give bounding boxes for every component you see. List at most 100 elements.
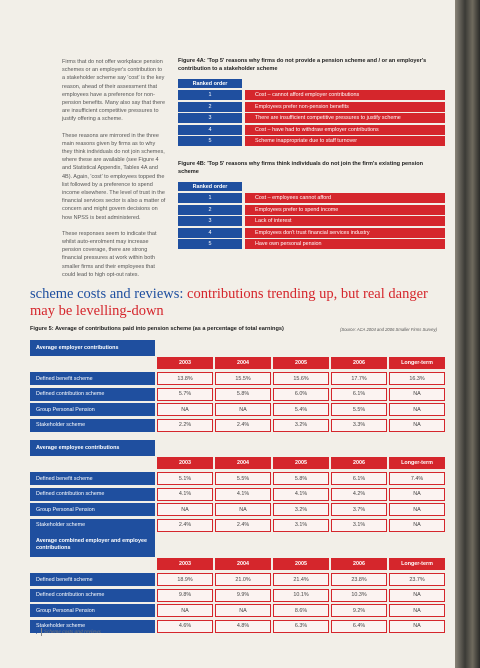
reason-cell: Employees don't trust financial services… [245,227,445,238]
column-header: 2006 [331,558,387,570]
reason-cell: Lack of interest [245,216,445,227]
value-cell: 2.4% [215,418,271,432]
value-cell: NA [389,604,445,617]
value-cell: NA [157,403,213,416]
table-heading: Average combined employer and employee c… [30,532,155,557]
value-cell: 21.0% [215,573,271,586]
reason-cell: Scheme inappropriate due to staff turnov… [245,136,445,147]
value-cell: 3.1% [273,518,329,532]
rank-cell: 3 [178,216,242,227]
body-column: Firms that do not offer workplace pensio… [62,58,166,287]
value-cell: NA [215,503,271,516]
value-cell: 3.2% [273,503,329,516]
value-cell: 2.2% [157,418,213,432]
rank-cell: 1 [178,193,242,203]
value-cell: NA [389,588,445,602]
row-label: Stakeholder scheme [30,619,155,633]
value-cell: 21.4% [273,573,329,586]
value-cell: 8.6% [273,604,329,617]
value-cell: 6.0% [273,387,329,401]
table-header: Ranked order [178,182,242,191]
reason-cell: Have own personal pension [245,239,445,250]
value-cell: 9.9% [215,588,271,602]
footer-section: Scheme costs and reviews [44,629,101,635]
value-cell: NA [389,619,445,633]
value-cell: 6.1% [331,387,387,401]
value-cell: 5.1% [157,472,213,485]
value-cell: 23.7% [389,573,445,586]
figure-source: (Source: ACA 2004 and 2006 Smaller Firms… [340,327,437,332]
value-cell: NA [389,487,445,501]
row-label: Group Personal Pension [30,604,155,617]
column-header: 2004 [215,558,271,570]
reason-cell: Employees prefer non-pension benefits [245,101,445,112]
rank-cell: 2 [178,101,242,112]
row-label: Defined contribution scheme [30,487,155,501]
value-cell: 23.8% [331,573,387,586]
value-cell: 5.5% [215,472,271,485]
row-label: Group Personal Pension [30,503,155,516]
value-cell: 6.1% [331,472,387,485]
row-label: Defined benefit scheme [30,472,155,485]
row-label: Defined benefit scheme [30,573,155,586]
figure-title: Figure 4B: 'Top 5' reasons why firms thi… [178,161,424,175]
page-number: 4 [34,628,42,636]
value-cell: 3.1% [331,518,387,532]
value-cell: 3.3% [331,418,387,432]
row-label: Group Personal Pension [30,403,155,416]
paragraph: These responses seem to indicate that wh… [62,230,157,278]
value-cell: 13.8% [157,372,213,385]
value-cell: 5.7% [157,387,213,401]
value-cell: NA [215,403,271,416]
value-cell: NA [389,418,445,432]
heading-rest: contributions trending up, but real dang… [30,286,428,319]
value-cell: 9.2% [331,604,387,617]
value-cell: 4.1% [215,487,271,501]
row-label: Stakeholder scheme [30,518,155,532]
value-cell: 9.8% [157,588,213,602]
value-cell: 10.3% [331,588,387,602]
row-label: Defined contribution scheme [30,588,155,602]
paragraph: These reasons are mirrored in the three … [62,132,166,221]
value-cell: 5.4% [273,403,329,416]
value-cell: NA [389,387,445,401]
column-header: Longer-term [389,558,445,570]
value-cell: 4.6% [157,619,213,633]
column-header: 2003 [157,357,213,369]
rank-cell: 1 [178,90,242,100]
reason-cell: Employees prefer to spend income [245,204,445,215]
reason-cell: Cost – have had to withdraw employer con… [245,124,445,135]
paragraph: Firms that do not offer workplace pensio… [62,59,166,123]
rank-cell: 5 [178,239,242,250]
value-cell: 18.9% [157,573,213,586]
table-header: Ranked order [178,79,242,88]
page-edge [455,0,480,668]
heading-lead: scheme costs and reviews: [30,286,184,302]
value-cell: 6.3% [273,619,329,633]
row-label: Defined contribution scheme [30,387,155,401]
table-heading: Average employee contributions [30,440,155,456]
column-header: 2004 [215,357,271,369]
rank-cell: 4 [178,124,242,135]
value-cell: 15.6% [273,372,329,385]
value-cell: 5.8% [273,472,329,485]
column-header: 2005 [273,457,329,469]
value-cell: 6.4% [331,619,387,633]
value-cell: NA [389,518,445,532]
reason-cell: Cost – employees cannot afford [245,193,445,203]
value-cell: 3.2% [273,418,329,432]
value-cell: NA [389,503,445,516]
value-cell: 17.7% [331,372,387,385]
table-heading: Average employer contributions [30,340,155,356]
value-cell: 7.4% [389,472,445,485]
column-header: 2006 [331,357,387,369]
value-cell: 4.8% [215,619,271,633]
value-cell: 15.5% [215,372,271,385]
column-header: 2003 [157,457,213,469]
value-cell: NA [215,604,271,617]
row-label: Stakeholder scheme [30,418,155,432]
value-cell: 4.1% [157,487,213,501]
rank-cell: 2 [178,204,242,215]
value-cell: NA [157,604,213,617]
